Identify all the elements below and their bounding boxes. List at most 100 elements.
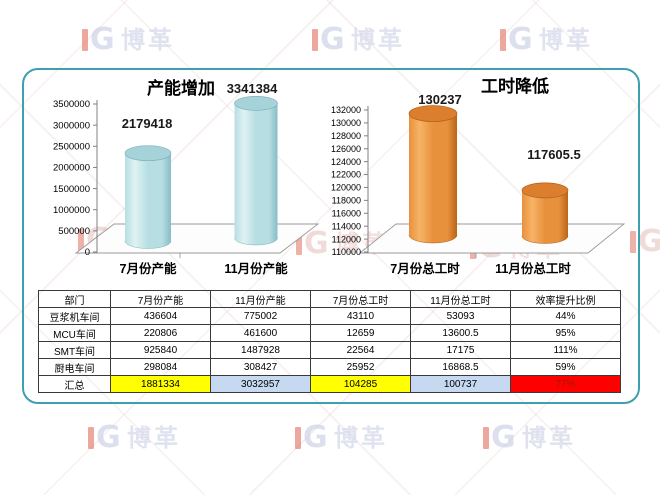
value-cell: 95%	[510, 324, 621, 342]
table-body: 豆浆机车间 436604 775002 43110 53093 44% MCU车间 22080…	[38, 307, 621, 393]
table-row: 汇总 1881334 3032957 104285 100737 77%	[38, 375, 621, 393]
value-cell: 44%	[510, 307, 621, 325]
y-tick-label: 2500000	[53, 141, 90, 152]
y-tick-label: 112000	[332, 234, 361, 244]
value-cell: 461600	[210, 324, 311, 342]
y-tick-label: 3000000	[53, 120, 90, 131]
y-tick-label: 1000000	[53, 205, 90, 216]
value-cell: 220806	[110, 324, 211, 342]
logo-red-bar-icon	[312, 29, 318, 51]
department-cell: 汇总	[38, 375, 111, 393]
logo-g-glyph: G	[508, 22, 533, 57]
logo-g-glyph: G	[491, 420, 516, 455]
cylinder-top	[234, 96, 278, 111]
boge-logo-text: 博革	[522, 425, 576, 452]
y-tick-label: 110000	[332, 247, 361, 257]
value-cell: 59%	[510, 358, 621, 376]
data-label: 3341384	[227, 81, 278, 96]
boge-logo-icon: G	[88, 420, 121, 456]
y-tick-label: 116000	[332, 208, 361, 218]
value-cell: 1881334	[110, 375, 211, 393]
y-tick-label: 3500000	[53, 99, 90, 110]
boge-watermark: G博革	[630, 224, 660, 260]
value-cell: 16868.5	[410, 358, 511, 376]
table-row: 豆浆机车间 436604 775002 43110 53093 44%	[38, 307, 621, 325]
logo-red-bar-icon	[88, 427, 94, 449]
category-label: 7月份总工时	[390, 261, 460, 276]
y-tick-label: 2000000	[53, 163, 90, 174]
department-cell: MCU车间	[38, 324, 111, 342]
value-cell: 436604	[110, 307, 211, 325]
y-tick-label: 132000	[331, 105, 361, 115]
y-tick-label: 124000	[331, 157, 361, 167]
logo-g-glyph: G	[304, 226, 329, 261]
department-cell: 厨电车间	[38, 358, 111, 376]
y-tick-label: 126000	[331, 144, 361, 154]
logo-g-glyph: G	[320, 22, 345, 57]
boge-logo-text: 博革	[351, 27, 405, 54]
logo-red-bar-icon	[483, 427, 489, 449]
y-tick-label: 130000	[331, 118, 361, 128]
value-cell: 775002	[210, 307, 311, 325]
hours-reduction-chart: 110000 112000 114000 116000 118000 120000 1220…	[331, 76, 626, 276]
cylinder	[521, 182, 569, 244]
chart-title: 产能增加	[147, 78, 215, 98]
boge-logo-icon: G	[312, 22, 345, 58]
y-tick-label: 120000	[331, 183, 361, 193]
department-cell: SMT车间	[38, 341, 111, 359]
table-row: SMT车间 925840 1487928 22564 17175 111%	[38, 341, 621, 359]
table-header-row: 部门 7月份产能 11月份产能 7月份总工时 11月份总工时 效率提升比例	[38, 290, 621, 308]
y-tick-label: 1500000	[53, 184, 90, 195]
cylinder-top	[408, 105, 458, 122]
value-cell: 111%	[510, 341, 621, 359]
y-tick-label: 122000	[331, 170, 361, 180]
logo-red-bar-icon	[78, 229, 84, 251]
value-cell: 17175	[410, 341, 511, 359]
content-panel	[22, 68, 640, 404]
value-cell: 13600.5	[410, 324, 511, 342]
logo-g-glyph: G	[96, 420, 121, 455]
value-cell: 1487928	[210, 341, 311, 359]
boge-logo-icon: G	[296, 226, 329, 262]
cylinder-top	[124, 145, 172, 162]
chart-floor	[74, 223, 320, 254]
chart-floor	[358, 223, 626, 254]
value-cell: 104285	[310, 375, 411, 393]
y-tick-label: 118000	[332, 196, 361, 206]
boge-logo-icon: G	[630, 224, 660, 260]
logo-red-bar-icon	[295, 427, 301, 449]
logo-g-glyph: G	[638, 224, 660, 259]
column-header: 11月份产能	[210, 290, 311, 308]
cylinder	[408, 105, 458, 244]
value-cell: 77%	[510, 375, 621, 393]
logo-red-bar-icon	[82, 29, 88, 51]
cylinder	[124, 145, 172, 249]
boge-logo-text: 博革	[539, 27, 593, 54]
column-header: 7月份产能	[110, 290, 211, 308]
column-header: 11月份总工时	[410, 290, 511, 308]
value-cell: 100737	[410, 375, 511, 393]
logo-red-bar-icon	[500, 29, 506, 51]
logo-red-bar-icon	[296, 233, 302, 255]
value-cell: 22564	[310, 341, 411, 359]
cylinder-top	[521, 182, 569, 199]
logo-red-bar-icon	[630, 231, 636, 253]
y-tick-label: 114000	[332, 221, 361, 231]
y-tick-label: 500000	[58, 226, 90, 237]
boge-logo-text: 博革	[121, 27, 175, 54]
table-row: 厨电车间 298084 308427 25952 16868.5 59%	[38, 358, 621, 376]
data-label: 2179418	[122, 116, 173, 131]
table-row: MCU车间 220806 461600 12659 13600.5 95%	[38, 324, 621, 342]
column-header: 效率提升比例	[510, 290, 621, 308]
column-header: 7月份总工时	[310, 290, 411, 308]
cylinder-body	[234, 103, 278, 239]
table-head: 部门 7月份产能 11月份产能 7月份总工时 11月份总工时 效率提升比例	[38, 290, 621, 308]
logo-g-glyph: G	[303, 420, 328, 455]
y-tick-label: 0	[85, 247, 90, 258]
column-header: 部门	[38, 290, 111, 308]
